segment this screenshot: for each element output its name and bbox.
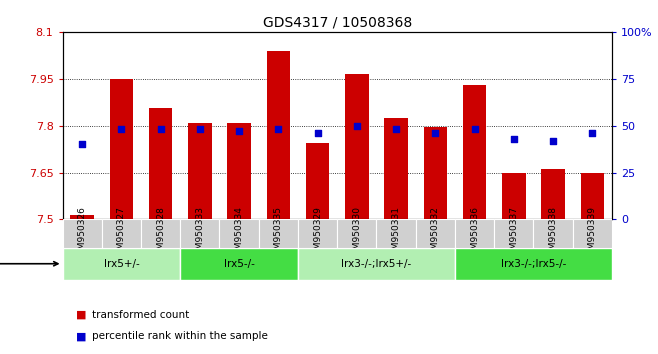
Text: GSM950336: GSM950336 [470, 206, 479, 261]
Text: transformed count: transformed count [92, 310, 190, 320]
Point [587, 130, 597, 136]
Bar [338, 219, 376, 248]
Bar [102, 219, 141, 248]
Bar [424, 127, 447, 219]
Text: GSM950328: GSM950328 [156, 206, 165, 261]
Point [548, 138, 559, 143]
Text: GSM950327: GSM950327 [117, 206, 126, 261]
Text: GSM950337: GSM950337 [509, 206, 519, 261]
Text: lrx5+/-: lrx5+/- [103, 259, 139, 269]
Point [351, 123, 362, 129]
Bar [63, 248, 180, 280]
Text: GSM950326: GSM950326 [78, 206, 87, 261]
Text: ■: ■ [76, 331, 86, 341]
Bar [141, 219, 180, 248]
Text: GSM950333: GSM950333 [195, 206, 205, 261]
Text: GSM950329: GSM950329 [313, 206, 322, 261]
Point [273, 127, 284, 132]
Bar [298, 219, 338, 248]
Bar [180, 248, 298, 280]
Point [430, 130, 441, 136]
Point [116, 127, 126, 132]
Bar [180, 219, 220, 248]
Bar [455, 219, 494, 248]
Text: GSM950339: GSM950339 [588, 206, 597, 261]
Bar [298, 248, 455, 280]
Text: lrx3-/-;lrx5-/-: lrx3-/-;lrx5-/- [501, 259, 566, 269]
Bar [502, 172, 526, 219]
Bar [572, 219, 612, 248]
Point [195, 127, 205, 132]
Bar [188, 122, 212, 219]
Bar [149, 108, 172, 219]
Bar [259, 219, 298, 248]
Text: percentile rank within the sample: percentile rank within the sample [92, 331, 268, 341]
Bar [345, 74, 368, 219]
Bar [534, 219, 572, 248]
Bar [376, 219, 416, 248]
Bar [306, 143, 330, 219]
Bar [228, 122, 251, 219]
Text: GSM950331: GSM950331 [392, 206, 401, 261]
Text: lrx5-/-: lrx5-/- [224, 259, 255, 269]
Point [509, 136, 519, 142]
Point [155, 127, 166, 132]
Point [234, 129, 244, 134]
Point [313, 130, 323, 136]
Bar [580, 172, 604, 219]
Bar [542, 170, 565, 219]
Bar [463, 85, 486, 219]
Text: GSM950338: GSM950338 [549, 206, 557, 261]
Bar [455, 248, 612, 280]
Bar [63, 219, 102, 248]
Point [391, 127, 401, 132]
Bar [384, 118, 408, 219]
Text: ■: ■ [76, 310, 86, 320]
Bar [220, 219, 259, 248]
Text: lrx3-/-;lrx5+/-: lrx3-/-;lrx5+/- [342, 259, 412, 269]
Bar [110, 79, 133, 219]
Text: GSM950332: GSM950332 [431, 206, 440, 261]
Title: GDS4317 / 10508368: GDS4317 / 10508368 [263, 15, 412, 29]
Bar [494, 219, 534, 248]
Point [77, 142, 88, 147]
Text: GSM950335: GSM950335 [274, 206, 283, 261]
Bar [416, 219, 455, 248]
Point [469, 127, 480, 132]
Text: GSM950330: GSM950330 [352, 206, 361, 261]
Text: genotype/variation: genotype/variation [0, 259, 58, 269]
Bar [266, 51, 290, 219]
Text: GSM950334: GSM950334 [235, 206, 243, 261]
Bar [70, 215, 94, 219]
